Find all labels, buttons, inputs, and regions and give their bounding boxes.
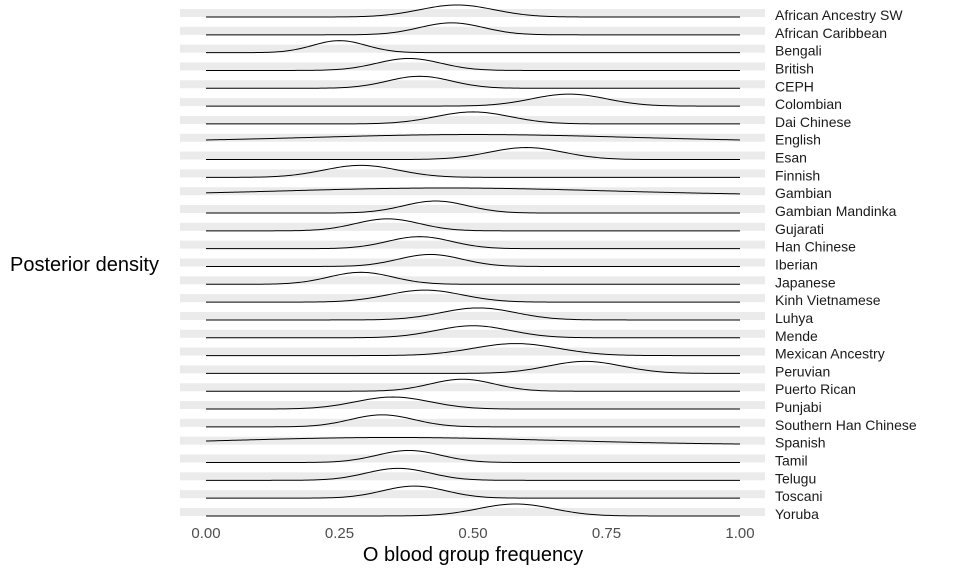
category-label: African Ancestry SW (775, 7, 903, 23)
density-curve (206, 485, 740, 499)
density-curve (206, 236, 740, 250)
row-band (180, 9, 765, 17)
row-band (180, 98, 765, 107)
density-curve (206, 253, 740, 267)
density-curve (206, 75, 740, 89)
density-curve (206, 111, 740, 125)
category-label: Finnish (775, 167, 820, 183)
row-band (180, 454, 765, 463)
density-curve (206, 218, 740, 232)
category-label: Gambian Mandinka (775, 203, 897, 219)
category-label: Puerto Rican (775, 381, 856, 397)
category-label: English (775, 132, 821, 148)
category-label: Peruvian (775, 363, 830, 379)
row-band (180, 311, 765, 320)
row-band (180, 472, 765, 481)
row-band (180, 329, 765, 338)
density-curve (206, 271, 740, 285)
row-band (180, 365, 765, 374)
density-curve (205, 187, 741, 195)
row-band (180, 258, 765, 267)
row-band (180, 62, 765, 71)
row-band (180, 115, 765, 124)
density-curve (206, 4, 740, 18)
density-curve (206, 325, 740, 339)
density-curve (206, 378, 740, 392)
category-label: Toscani (775, 488, 822, 504)
density-curve (205, 436, 741, 445)
row-band (180, 222, 765, 231)
category-label: Han Chinese (775, 239, 856, 255)
density-curve (206, 396, 740, 410)
density-curves (205, 4, 741, 517)
category-label: Mexican Ancestry (775, 346, 885, 362)
density-curve (205, 134, 741, 141)
category-label: Dai Chinese (775, 114, 851, 130)
density-curve (206, 414, 740, 428)
category-label: Spanish (775, 435, 826, 451)
density-curve (206, 22, 740, 36)
row-band (180, 133, 765, 142)
category-label: Mende (775, 328, 818, 344)
density-curve (206, 164, 740, 178)
category-label: Japanese (775, 274, 836, 290)
row-band (180, 276, 765, 285)
category-label: African Caribbean (775, 25, 887, 41)
row-band (180, 401, 765, 410)
row-band (180, 347, 765, 356)
x-tick-label: 0.50 (458, 525, 487, 542)
category-label: Yoruba (775, 506, 819, 522)
row-band (180, 436, 765, 445)
category-label: Gujarati (775, 221, 824, 237)
category-label: Iberian (775, 256, 818, 272)
row-band (180, 490, 765, 499)
x-axis-label: O blood group frequency (363, 544, 583, 566)
category-label: Telugu (775, 470, 816, 486)
density-curve (206, 57, 740, 71)
category-label: Esan (775, 150, 807, 166)
row-band (180, 187, 765, 196)
category-label: Luhya (775, 310, 813, 326)
density-curve (206, 93, 740, 107)
row-band (180, 169, 765, 178)
row-band (180, 507, 765, 516)
category-labels: African Ancestry SW African Caribbean Beng… (775, 7, 917, 522)
row-band (180, 205, 765, 214)
row-band (180, 383, 765, 392)
density-curve (206, 147, 740, 161)
category-label: Tamil (775, 453, 808, 469)
density-curve (206, 307, 740, 321)
category-label: CEPH (775, 78, 814, 94)
y-axis-label: Posterior density (10, 254, 159, 276)
density-curve (206, 343, 740, 357)
category-label: Colombian (775, 96, 842, 112)
row-band (180, 294, 765, 303)
category-label: Southern Han Chinese (775, 417, 917, 433)
density-curve (206, 360, 740, 374)
x-tick-label: 0.25 (325, 525, 354, 542)
category-label: Bengali (775, 43, 822, 59)
density-curve (206, 40, 740, 54)
density-curve (206, 449, 740, 463)
x-tick-label: 1.00 (725, 525, 754, 542)
category-label: Gambian (775, 185, 832, 201)
category-label: Punjabi (775, 399, 822, 415)
row-bands (180, 9, 765, 516)
x-tick-label: 0.00 (191, 525, 220, 542)
row-band (180, 240, 765, 249)
density-curve (206, 200, 740, 214)
row-band (180, 80, 765, 89)
density-curve (206, 467, 740, 481)
category-label: Kinh Vietnamese (775, 292, 881, 308)
x-tick-label: 0.75 (592, 525, 621, 542)
category-label: British (775, 60, 814, 76)
density-curve (206, 289, 740, 303)
row-band (180, 26, 765, 35)
row-band (180, 418, 765, 427)
x-axis-ticks: 0.00 0.25 0.50 0.75 1.00 (191, 525, 754, 542)
row-band (180, 44, 765, 53)
density-curve (206, 503, 740, 517)
